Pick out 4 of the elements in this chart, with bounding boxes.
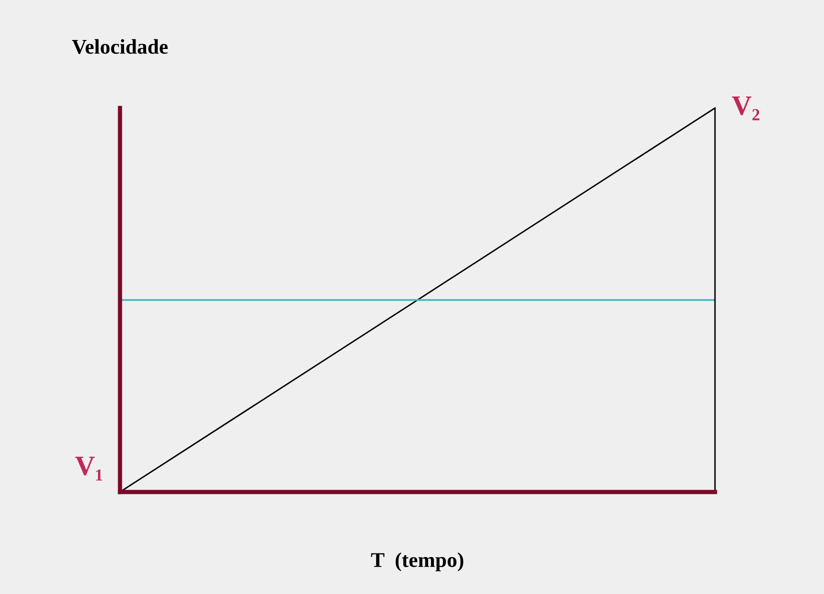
annotation: V₂: [732, 96, 760, 120]
annotation: V₁: [75, 456, 102, 481]
y-axis-title: Velocidade: [72, 39, 168, 54]
x-axis-title: T (tempo): [371, 552, 464, 572]
